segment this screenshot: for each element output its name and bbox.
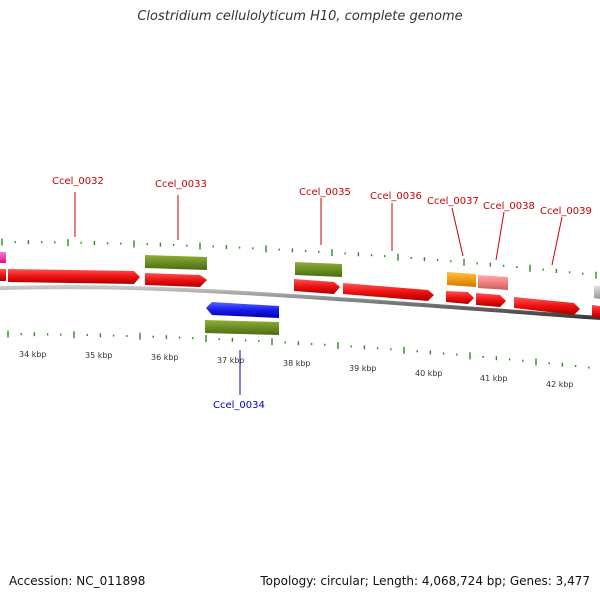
- gene-label-texts: Ccel_0032 Ccel_0033 Ccel_0035 Ccel_0036 …: [52, 176, 592, 411]
- genome-summary-text: Topology: circular; Length: 4,068,724 bp…: [260, 574, 590, 588]
- gene-label[interactable]: Ccel_0039: [540, 206, 592, 217]
- gene-feature[interactable]: [594, 286, 600, 299]
- gene-label[interactable]: Ccel_0036: [370, 191, 422, 202]
- gene-feature[interactable]: [0, 252, 6, 263]
- kbp-scale-labels: 34 kbp 35 kbp 36 kbp 37 kbp 38 kbp 39 kb…: [19, 350, 574, 389]
- gene-feature[interactable]: [295, 262, 342, 277]
- gene-feature[interactable]: [205, 320, 279, 335]
- gene-feature[interactable]: [476, 293, 506, 307]
- kbp-label: 34 kbp: [19, 350, 47, 359]
- gene-label[interactable]: Ccel_0033: [155, 179, 207, 190]
- inner-tick-track: [7, 330, 590, 369]
- kbp-label: 40 kbp: [415, 369, 443, 378]
- label-leaders: [74, 192, 563, 395]
- accession-text: Accession: NC_011898: [9, 574, 146, 588]
- gene-label[interactable]: Ccel_0037: [427, 196, 479, 207]
- gene-feature[interactable]: [446, 291, 474, 304]
- gene-label[interactable]: Ccel_0035: [299, 187, 351, 198]
- genome-backbone: [0, 285, 600, 320]
- gene-feature[interactable]: [145, 273, 207, 287]
- gene-feature[interactable]: [206, 302, 279, 318]
- kbp-label: 38 kbp: [283, 359, 311, 368]
- kbp-label: 36 kbp: [151, 353, 179, 362]
- kbp-label: 41 kbp: [480, 374, 508, 383]
- gene-feature[interactable]: [478, 275, 508, 290]
- gene-feature[interactable]: [447, 272, 476, 287]
- gene-label[interactable]: Ccel_0038: [483, 201, 535, 212]
- gene-feature[interactable]: [145, 255, 207, 270]
- gene-features: [0, 252, 600, 335]
- kbp-label: 42 kbp: [546, 380, 574, 389]
- kbp-label: 39 kbp: [349, 364, 377, 373]
- gene-feature[interactable]: [343, 283, 434, 301]
- map-title: Clostridium cellulolyticum H10, complete…: [137, 9, 463, 24]
- gene-label[interactable]: Ccel_0032: [52, 176, 104, 187]
- gene-feature[interactable]: [8, 269, 140, 284]
- gene-feature[interactable]: [592, 305, 600, 318]
- gene-label[interactable]: Ccel_0034: [213, 400, 265, 411]
- gene-feature[interactable]: [0, 269, 6, 281]
- kbp-label: 35 kbp: [85, 351, 113, 360]
- gene-feature[interactable]: [294, 279, 340, 294]
- gene-feature[interactable]: [514, 297, 580, 315]
- outer-tick-track: [1, 238, 597, 279]
- kbp-label: 37 kbp: [217, 356, 245, 365]
